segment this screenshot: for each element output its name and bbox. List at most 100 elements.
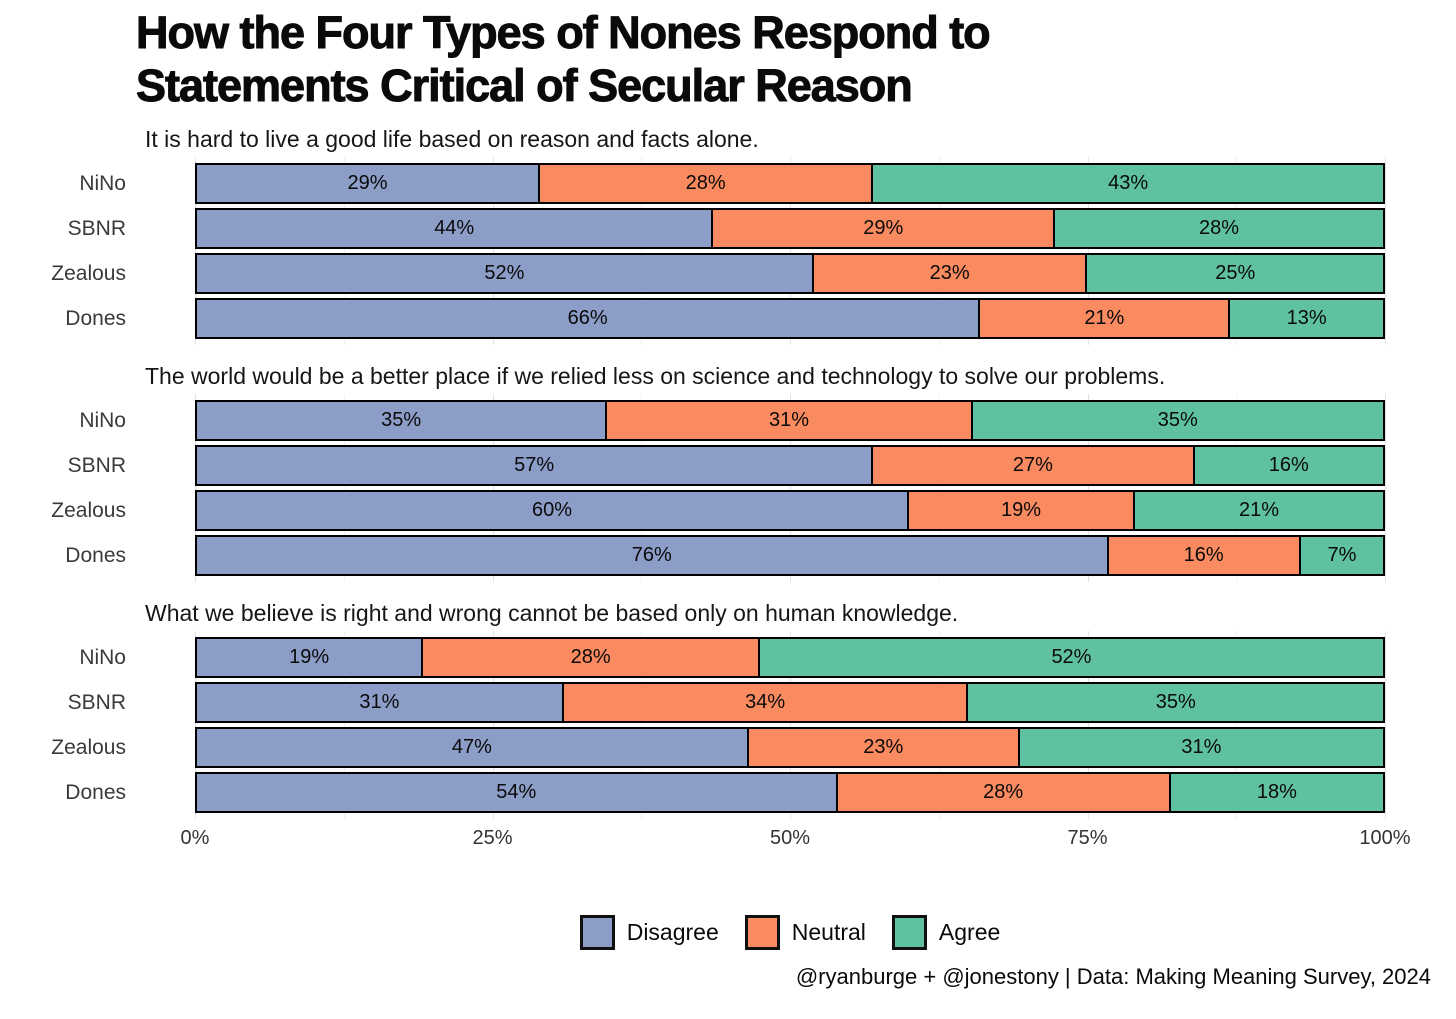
bar-row: NiNo 29% 28% 43% bbox=[0, 163, 1456, 204]
bar-value-label: 66% bbox=[567, 307, 608, 329]
gridline bbox=[1236, 157, 1238, 345]
gridline bbox=[195, 631, 196, 819]
bar-segment-neutral: 28% bbox=[423, 637, 760, 678]
gridline bbox=[1385, 394, 1386, 582]
bar-value-label: 76% bbox=[631, 544, 672, 566]
gridlines bbox=[195, 631, 1386, 819]
bar-segment-disagree: 52% bbox=[195, 253, 814, 294]
category-label: Dones bbox=[65, 543, 126, 567]
bar-value-label: 19% bbox=[289, 646, 330, 668]
bar-segment-neutral: 16% bbox=[1108, 535, 1301, 576]
bar-segment-neutral: 21% bbox=[980, 298, 1231, 339]
gridline bbox=[1236, 394, 1238, 582]
statement-text: The world would be a better place if we … bbox=[145, 363, 1166, 389]
bar-plot: NiNo 19% 28% 52% SBNR 31% 34% 35% Zealous 47% 23% 3… bbox=[0, 631, 1456, 819]
stacked-bar: 19% 28% 52% bbox=[195, 637, 1385, 678]
bar-segment-disagree: 29% bbox=[195, 163, 541, 204]
statement-text: It is hard to live a good life based on … bbox=[145, 126, 759, 152]
bar-value-label: 23% bbox=[863, 736, 904, 758]
bar-segment-agree: 28% bbox=[1055, 208, 1385, 249]
bar-segment-disagree: 35% bbox=[195, 400, 608, 441]
category-label: SBNR bbox=[67, 453, 126, 477]
bar-value-label: 35% bbox=[381, 409, 422, 431]
legend-swatch-agree bbox=[891, 915, 927, 950]
bar-segment-agree: 21% bbox=[1135, 490, 1385, 531]
bar-value-label: 16% bbox=[1268, 454, 1309, 476]
category-label: NiNo bbox=[79, 171, 126, 195]
bar-segment-neutral: 27% bbox=[873, 445, 1195, 486]
bar-row: NiNo 19% 28% 52% bbox=[0, 637, 1456, 678]
bar-segment-neutral: 31% bbox=[607, 400, 973, 441]
gridline bbox=[492, 631, 494, 819]
chart-title: How the Four Types of Nones Respond to S… bbox=[136, 6, 1456, 112]
bar-segment-disagree: 57% bbox=[195, 445, 874, 486]
bar-row: Dones 54% 28% 18% bbox=[0, 772, 1456, 813]
gridline bbox=[492, 394, 494, 582]
bar-segment-agree: 25% bbox=[1087, 253, 1385, 294]
bar-row: NiNo 35% 31% 35% bbox=[0, 400, 1456, 441]
bar-value-label: 23% bbox=[929, 262, 970, 284]
x-axis: 0% 25% 50% 75% 100% bbox=[181, 827, 1411, 853]
bar-value-label: 21% bbox=[1084, 307, 1125, 329]
bar-value-label: 52% bbox=[484, 262, 525, 284]
bar-segment-agree: 16% bbox=[1194, 445, 1385, 486]
category-label: SBNR bbox=[67, 690, 126, 714]
bar-value-label: 35% bbox=[1155, 691, 1196, 713]
x-axis-tick: 50% bbox=[769, 827, 811, 849]
stacked-bar: 66% 21% 13% bbox=[195, 298, 1385, 339]
bar-value-label: 28% bbox=[1199, 217, 1240, 239]
stacked-bar: 44% 29% 28% bbox=[195, 208, 1385, 249]
bar-segment-agree: 43% bbox=[873, 163, 1385, 204]
statement-text: What we believe is right and wrong canno… bbox=[145, 600, 959, 626]
gridline bbox=[938, 157, 940, 345]
bar-value-label: 28% bbox=[570, 646, 611, 668]
stacked-bar: 76% 16% 7% bbox=[195, 535, 1385, 576]
gridline bbox=[1385, 631, 1386, 819]
gridline bbox=[1236, 631, 1238, 819]
gridline bbox=[1087, 631, 1089, 819]
bar-segment-neutral: 28% bbox=[837, 772, 1171, 813]
category-label: Zealous bbox=[51, 261, 126, 285]
gridline bbox=[343, 631, 345, 819]
gridline bbox=[195, 157, 196, 345]
bar-segment-agree: 18% bbox=[1170, 772, 1385, 813]
stacked-bar: 54% 28% 18% bbox=[195, 772, 1385, 813]
bar-row: SBNR 44% 29% 28% bbox=[0, 208, 1456, 249]
bar-plot: NiNo 29% 28% 43% SBNR 44% 29% 28% Zealous 52% 23% 2… bbox=[0, 157, 1456, 345]
bar-value-label: 19% bbox=[1001, 499, 1042, 521]
category-label: NiNo bbox=[79, 408, 126, 432]
gridline bbox=[790, 631, 791, 819]
bar-plot: NiNo 35% 31% 35% SBNR 57% 27% 16% Zealous 60% 19% 2… bbox=[0, 394, 1456, 582]
bar-segment-agree: 13% bbox=[1230, 298, 1385, 339]
stacked-bar: 52% 23% 25% bbox=[195, 253, 1385, 294]
bar-value-label: 29% bbox=[347, 172, 388, 194]
bar-segment-neutral: 28% bbox=[540, 163, 874, 204]
bar-value-label: 7% bbox=[1327, 544, 1357, 566]
bar-value-label: 29% bbox=[863, 217, 904, 239]
bar-segment-agree: 7% bbox=[1300, 535, 1385, 576]
bar-row: Zealous 47% 23% 31% bbox=[0, 727, 1456, 768]
bar-row: Dones 76% 16% 7% bbox=[0, 535, 1456, 576]
gridline bbox=[790, 394, 791, 582]
gridline bbox=[343, 157, 345, 345]
bar-value-label: 31% bbox=[359, 691, 400, 713]
bar-value-label: 13% bbox=[1286, 307, 1327, 329]
bar-row: SBNR 57% 27% 16% bbox=[0, 445, 1456, 486]
stacked-bar: 31% 34% 35% bbox=[195, 682, 1385, 723]
gridlines bbox=[195, 394, 1386, 582]
chart-group-3: What we believe is right and wrong canno… bbox=[0, 600, 1456, 819]
gridline bbox=[1087, 394, 1089, 582]
bar-row: SBNR 31% 34% 35% bbox=[0, 682, 1456, 723]
gridline bbox=[641, 631, 643, 819]
gridline bbox=[938, 394, 940, 582]
legend-label: Agree bbox=[938, 919, 1001, 945]
bar-value-label: 28% bbox=[983, 781, 1024, 803]
bar-value-label: 31% bbox=[768, 409, 809, 431]
bar-segment-disagree: 54% bbox=[195, 772, 838, 813]
category-label: NiNo bbox=[79, 645, 126, 669]
stacked-bar: 29% 28% 43% bbox=[195, 163, 1385, 204]
gridline bbox=[641, 394, 643, 582]
legend-label: Neutral bbox=[791, 919, 866, 945]
bar-value-label: 28% bbox=[685, 172, 726, 194]
